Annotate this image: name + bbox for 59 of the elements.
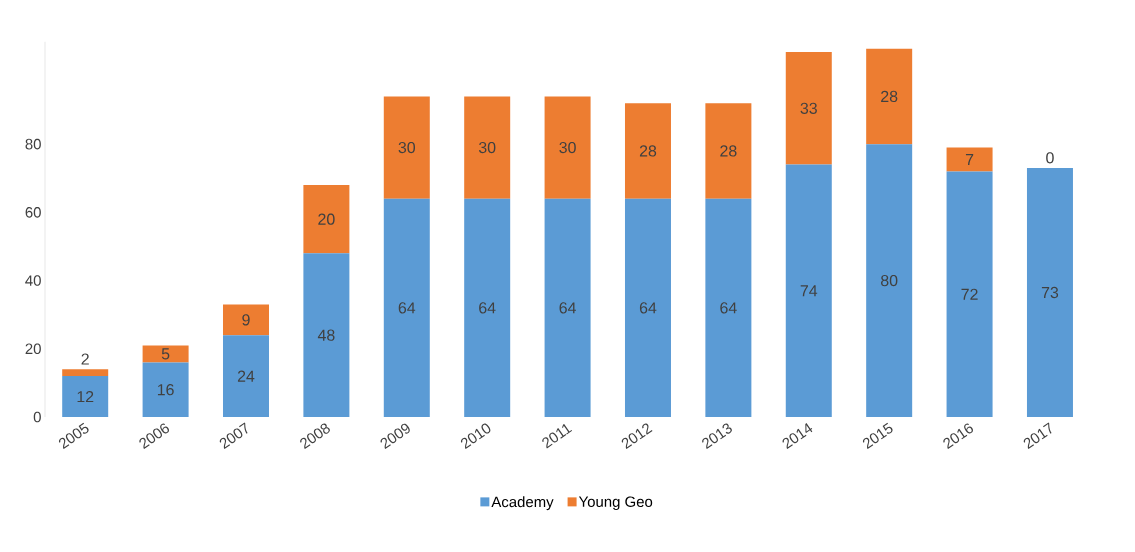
data-label: 30 <box>559 141 576 154</box>
legend-label: Academy <box>491 496 554 511</box>
bar <box>303 185 350 254</box>
data-label: 20 <box>318 213 335 225</box>
bar <box>62 369 109 377</box>
data-label: 73 <box>1041 286 1059 299</box>
bar <box>383 96 430 199</box>
data-label: 16 <box>157 384 174 396</box>
y-tick-label: 60 <box>25 207 41 218</box>
data-label: 7 <box>965 154 974 165</box>
data-label: 30 <box>478 141 496 154</box>
data-label: 30 <box>398 141 416 154</box>
bar <box>705 103 752 199</box>
data-label: 24 <box>237 370 255 382</box>
data-label: 12 <box>77 390 94 403</box>
legend-label: Young Geo <box>578 496 653 510</box>
bar <box>62 376 109 417</box>
data-label: 74 <box>800 285 818 297</box>
data-label: 9 <box>242 314 250 326</box>
bar <box>785 164 832 417</box>
data-label: 2 <box>81 353 89 365</box>
bar <box>544 96 591 199</box>
y-tick-label: 20 <box>25 343 41 355</box>
y-tick-label: 40 <box>25 275 41 286</box>
data-label: 5 <box>161 348 170 360</box>
bar <box>303 253 350 417</box>
bar <box>222 335 269 417</box>
bar <box>464 96 511 199</box>
data-label: 64 <box>639 302 657 314</box>
data-label: 64 <box>720 302 737 314</box>
bar <box>866 144 913 417</box>
bar <box>624 103 671 199</box>
bar <box>946 147 993 172</box>
bar <box>383 198 430 417</box>
y-tick-label: 0 <box>33 411 41 423</box>
bar <box>866 48 913 145</box>
x-tick-label: 2011 <box>542 423 573 449</box>
bar <box>142 362 189 417</box>
bar <box>785 52 832 165</box>
bar <box>464 198 511 417</box>
data-label: 28 <box>720 145 737 157</box>
data-label: 28 <box>639 145 657 157</box>
bar <box>1026 168 1073 417</box>
y-tick-label: 80 <box>25 138 41 150</box>
data-label: 64 <box>479 302 496 314</box>
data-label: 33 <box>800 102 817 114</box>
data-label: 64 <box>398 302 416 314</box>
bar <box>222 304 269 336</box>
bar <box>142 345 189 363</box>
data-label: 0 <box>1046 152 1054 164</box>
bar <box>946 171 993 417</box>
bar <box>624 198 671 417</box>
data-label: 48 <box>317 329 335 341</box>
data-label: 64 <box>559 302 576 314</box>
data-label: 28 <box>881 90 898 103</box>
bar <box>705 198 752 417</box>
data-label: 80 <box>880 274 898 287</box>
bar <box>544 198 591 417</box>
data-label: 72 <box>961 288 978 300</box>
